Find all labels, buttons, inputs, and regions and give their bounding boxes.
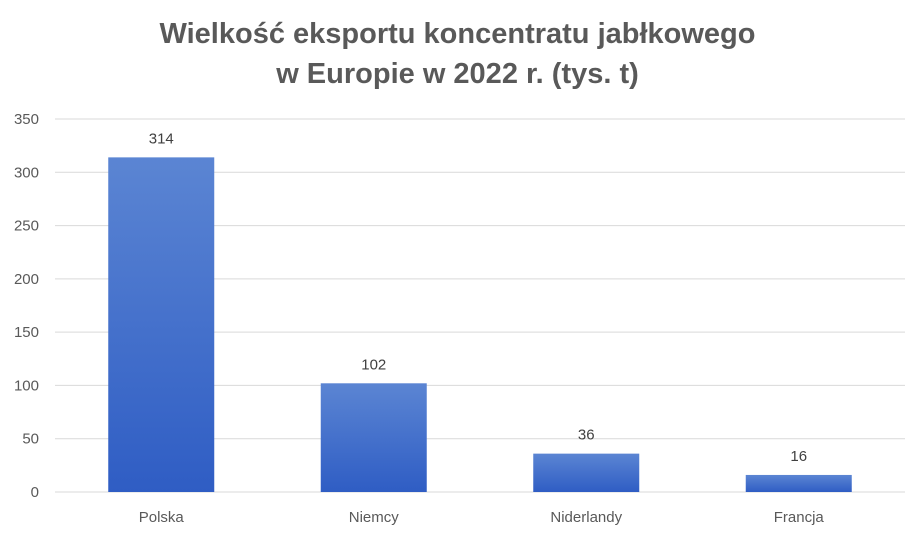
data-label-francja: 16 [790, 448, 807, 465]
bar-niderlandy [533, 453, 640, 492]
data-label-niderlandy: 36 [578, 427, 595, 444]
data-label-polska: 314 [149, 130, 174, 147]
chart-title-line-2: w Europie w 2022 r. (tys. t) [276, 58, 639, 90]
y-tick-label: 100 [14, 377, 39, 394]
y-axis-ticks: 0 50 100 150 200 250 300 350 [14, 111, 39, 501]
x-tick-label-niemcy: Niemcy [349, 509, 400, 526]
y-tick-label: 350 [14, 111, 39, 128]
x-tick-label-polska: Polska [139, 509, 185, 526]
x-tick-label-niderlandy: Niderlandy [550, 509, 622, 526]
chart-title: Wielkość eksportu koncentratu jabłkowego… [0, 14, 915, 94]
bar-polska [108, 157, 215, 492]
y-tick-label: 300 [14, 164, 39, 181]
y-tick-label: 200 [14, 271, 39, 288]
bar-francja [745, 474, 852, 492]
bars [108, 157, 852, 492]
data-label-niemcy: 102 [361, 356, 386, 373]
x-axis-ticks: Polska Niemcy Niderlandy Francja [139, 509, 825, 526]
y-tick-label: 0 [31, 484, 39, 501]
y-tick-label: 150 [14, 324, 39, 341]
chart-title-line-1: Wielkość eksportu koncentratu jabłkowego [159, 18, 756, 50]
y-tick-label: 50 [22, 431, 39, 448]
y-tick-label: 250 [14, 218, 39, 235]
data-labels: 314 102 36 16 [149, 130, 807, 465]
bar-niemcy [320, 383, 427, 492]
x-tick-label-francja: Francja [774, 509, 825, 526]
